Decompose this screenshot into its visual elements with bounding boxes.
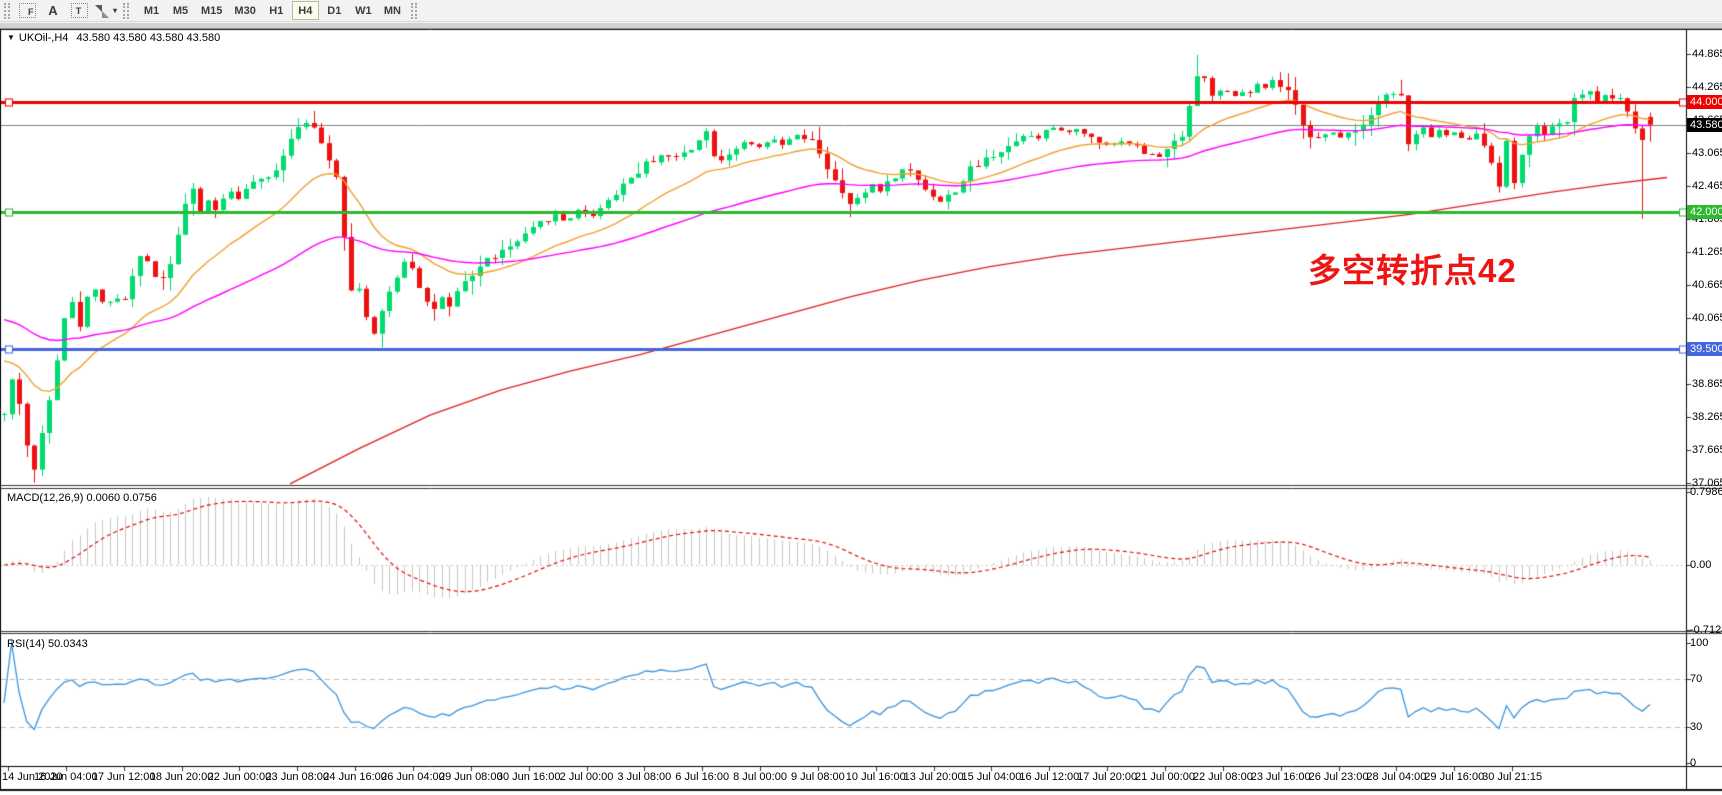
price-tick-label: 40.065 xyxy=(1692,312,1722,324)
date-label: 9 Jul 08:00 xyxy=(790,771,845,783)
macd-indicator-label: MACD(12,26,9) 0.0060 0.0756 xyxy=(7,492,157,504)
price-tick-label: 40.665 xyxy=(1692,279,1722,291)
price-tick-label: 42.465 xyxy=(1692,180,1722,192)
chart-title: ▼ UKOil-,H4 43.580 43.580 43.580 43.580 xyxy=(7,32,220,44)
price-axis[interactable] xyxy=(1687,30,1722,766)
ohlc-readout: 43.580 43.580 43.580 43.580 xyxy=(76,32,221,44)
price-badge: 42.000 xyxy=(1687,204,1722,219)
symbol-dropdown-icon[interactable]: ▼ xyxy=(7,33,15,42)
date-label: 26 Jun 04:00 xyxy=(381,771,445,783)
date-label: 18 Jun 20:00 xyxy=(149,771,214,783)
rsi-tick-label: 70 xyxy=(1690,673,1703,685)
timeframe-w1[interactable]: W1 xyxy=(355,4,372,17)
rsi-tick-label: 100 xyxy=(1690,637,1709,649)
date-label: 10 Jul 16:00 xyxy=(845,771,906,783)
window-splitter-strip xyxy=(0,22,1722,29)
price-tick-label: 43.065 xyxy=(1692,147,1722,159)
rsi-tick-label: 0 xyxy=(1690,757,1697,769)
text-tool-icon[interactable]: A xyxy=(41,1,65,21)
timeframe-group: M1 M5 M15 M30 H1 H4 D1 W1 MN xyxy=(137,1,407,20)
date-label: 13 Jul 20:00 xyxy=(903,771,964,783)
date-label: 14 Jun 2020 xyxy=(2,771,63,783)
toolbar-drag-handle[interactable] xyxy=(4,2,10,19)
toolbar-end-handle[interactable] xyxy=(410,2,417,19)
timeframe-d1[interactable]: D1 xyxy=(327,4,342,17)
arrows-tool-icon[interactable]: ▾ xyxy=(93,1,118,21)
date-label: 22 Jun 00:00 xyxy=(207,771,272,783)
timeframe-h4[interactable]: H4 xyxy=(291,1,319,20)
price-tick-label: 44.865 xyxy=(1692,48,1722,60)
date-label: 17 Jun 12:00 xyxy=(91,771,156,783)
date-label: 15 Jul 04:00 xyxy=(961,771,1022,783)
price-badge: 44.000 xyxy=(1687,94,1722,109)
date-label: 29 Jul 16:00 xyxy=(1424,771,1485,783)
date-label: 16 Jul 12:00 xyxy=(1019,771,1080,783)
rsi-indicator-label: RSI(14) 50.0343 xyxy=(7,638,88,650)
macd-tick-label: 0.00 xyxy=(1690,559,1712,571)
arrows-dropdown-caret[interactable]: ▾ xyxy=(113,6,118,15)
price-tick-label: 44.265 xyxy=(1692,81,1722,93)
date-label: 23 Jun 08:00 xyxy=(265,771,330,783)
date-label: 30 Jun 16:00 xyxy=(496,771,561,783)
text-tool-label: A xyxy=(48,3,58,18)
timeframe-m1[interactable]: M1 xyxy=(143,4,160,17)
price-badge: 39.500 xyxy=(1687,342,1722,357)
date-label: 23 Jul 16:00 xyxy=(1250,771,1311,783)
fibonacci-tool-label: F xyxy=(28,7,34,17)
date-label: 29 Jun 08:00 xyxy=(438,771,503,783)
price-tick-label: 37.065 xyxy=(1692,477,1722,489)
chart-annotation-text: 多空转折点42 xyxy=(1308,252,1517,289)
timeframe-m30[interactable]: M30 xyxy=(234,4,256,17)
date-label: 17 Jul 20:00 xyxy=(1077,771,1138,783)
arrows-icon xyxy=(94,4,110,18)
macd-tick-label: 0.7986 xyxy=(1690,486,1722,498)
timeframe-m15[interactable]: M15 xyxy=(201,4,223,17)
rsi-pane[interactable] xyxy=(0,634,1686,766)
text-label-tool-label: T xyxy=(75,5,82,16)
date-label: 2 Jul 00:00 xyxy=(559,771,614,783)
symbol-label: UKOil-,H4 xyxy=(18,32,69,44)
text-label-tool-icon[interactable]: T xyxy=(67,1,91,21)
date-label: 22 Jul 08:00 xyxy=(1192,771,1253,783)
macd-tick-label: -0.7124 xyxy=(1690,624,1722,637)
date-label: 8 Jul 00:00 xyxy=(733,771,787,783)
price-tick-label: 41.265 xyxy=(1692,246,1722,258)
date-label: 26 Jul 23:00 xyxy=(1308,771,1369,783)
rsi-tick-label: 30 xyxy=(1690,721,1703,733)
price-tick-label: 38.865 xyxy=(1692,378,1722,390)
price-tick-label: 38.265 xyxy=(1692,411,1722,423)
timeframe-h1[interactable]: H1 xyxy=(269,4,284,17)
date-label: 16 Jun 04:00 xyxy=(34,771,98,783)
price-tick-label: 37.665 xyxy=(1692,444,1722,456)
date-label: 24 Jun 16:00 xyxy=(323,771,387,783)
toolbar: F A T ▾ M1 M5 M15 M30 H1 H4 D1 W1 MN xyxy=(0,0,1722,22)
date-label: 21 Jul 00:00 xyxy=(1135,771,1195,783)
fibonacci-tool-icon[interactable]: F xyxy=(15,1,39,21)
macd-pane[interactable] xyxy=(0,489,1686,631)
toolbar-separator-handle[interactable] xyxy=(123,2,130,19)
date-label: 30 Jul 21:15 xyxy=(1482,771,1543,783)
price-badge: 43.580 xyxy=(1687,117,1722,132)
date-label: 28 Jul 04:00 xyxy=(1366,771,1427,783)
date-label: 6 Jul 16:00 xyxy=(675,771,730,783)
timeframe-mn[interactable]: MN xyxy=(383,4,401,17)
date-label: 3 Jul 08:00 xyxy=(617,771,672,783)
timeframe-m5[interactable]: M5 xyxy=(172,4,189,17)
